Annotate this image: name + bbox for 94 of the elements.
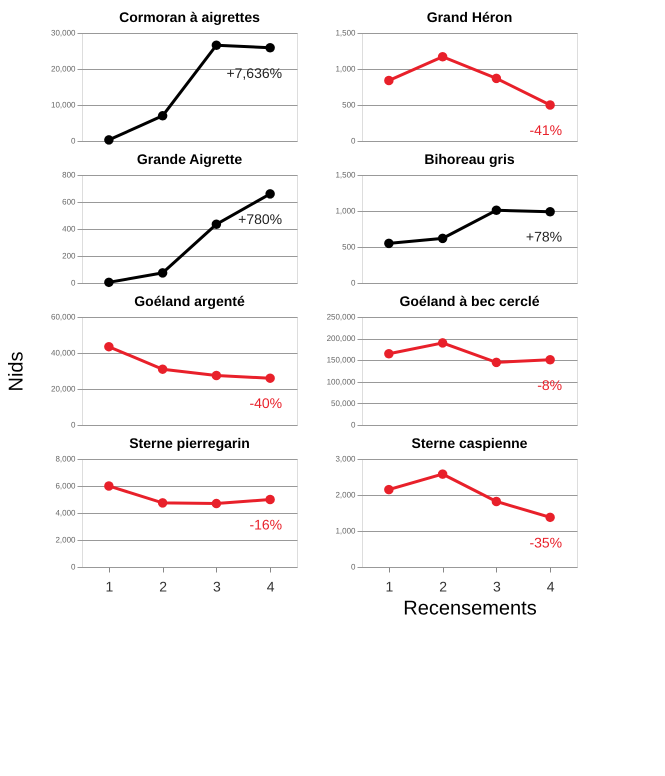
y-tick-label: 200,000 <box>326 334 356 344</box>
y-tick-label: 200 <box>62 252 76 260</box>
x-tick-label: 2 <box>439 578 448 594</box>
chart-title: Sterne pierregarin <box>129 435 250 451</box>
point <box>384 484 394 494</box>
annotation: -16% <box>249 516 282 532</box>
y-tick-label: 60,000 <box>51 312 76 322</box>
y-tick-label: 0 <box>71 562 76 572</box>
point <box>104 278 114 288</box>
y-tick-label: 500 <box>342 100 356 110</box>
y-tick-label: 1,500 <box>335 28 356 38</box>
chart-title: Goéland argenté <box>134 293 245 309</box>
x-tick-label: 3 <box>212 578 221 594</box>
y-tick-label: 250,000 <box>326 312 356 322</box>
y-tick-label: 10,000 <box>51 100 76 110</box>
point <box>492 206 502 216</box>
chart-title: Bihoreau gris <box>424 151 515 167</box>
y-tick-label: 40,000 <box>51 348 76 358</box>
chart-title: Goéland à bec cerclé <box>399 293 540 309</box>
y-tick-label: 8,000 <box>55 454 76 464</box>
point <box>492 496 502 506</box>
chart-title: Sterne caspienne <box>412 435 528 451</box>
y-tick-label: 500 <box>342 242 356 252</box>
point <box>545 355 555 364</box>
y-tick-label: 400 <box>62 224 76 234</box>
y-tick-label: 600 <box>62 198 76 206</box>
annotation: +7,636% <box>226 64 282 81</box>
y-tick-label: 1,000 <box>335 526 356 536</box>
point <box>545 100 555 110</box>
point <box>492 358 502 368</box>
x-tick-label: 2 <box>159 578 168 594</box>
y-tick-label: 0 <box>351 278 356 288</box>
point <box>545 206 555 216</box>
x-axis-title: Recensements <box>403 598 537 620</box>
y-tick-label: 0 <box>71 278 76 288</box>
y-tick-label: 0 <box>71 136 76 146</box>
y-tick-label: 30,000 <box>51 28 76 38</box>
point <box>104 481 114 491</box>
y-tick-label: 1,000 <box>335 64 356 74</box>
x-tick-label: 4 <box>266 578 275 594</box>
point <box>104 342 114 352</box>
chart-title: Cormoran à aigrettes <box>119 9 260 25</box>
point <box>384 238 394 248</box>
y-tick-label: 1,000 <box>335 206 356 216</box>
point <box>265 373 275 383</box>
y-tick-label: 1,500 <box>335 170 356 180</box>
point <box>438 469 448 479</box>
point <box>212 40 222 50</box>
x-tick-label: 1 <box>385 578 394 594</box>
point <box>212 370 222 380</box>
y-tick-label: 0 <box>71 420 76 430</box>
point <box>158 364 168 374</box>
y-tick-label: 800 <box>62 170 76 180</box>
point <box>158 498 168 508</box>
annotation: -41% <box>529 122 562 138</box>
point <box>158 268 168 278</box>
y-tick-label: 3,000 <box>335 454 356 464</box>
y-tick-label: 150,000 <box>326 356 356 365</box>
point <box>438 234 448 244</box>
point <box>492 74 502 84</box>
point <box>158 111 168 121</box>
point <box>212 498 222 508</box>
y-tick-label: 20,000 <box>51 384 76 394</box>
y-tick-label: 6,000 <box>55 482 76 490</box>
point <box>212 220 222 230</box>
point <box>545 512 555 522</box>
y-tick-label: 2,000 <box>55 536 76 544</box>
annotation: -35% <box>529 534 562 550</box>
point <box>265 494 275 504</box>
x-tick-label: 1 <box>105 578 114 594</box>
y-tick-label: 0 <box>351 420 356 430</box>
y-axis-title: Nids <box>6 351 28 392</box>
annotation: +78% <box>526 228 562 245</box>
point <box>384 76 394 86</box>
point <box>265 43 275 52</box>
y-tick-label: 100,000 <box>326 377 356 386</box>
y-tick-label: 0 <box>351 562 356 572</box>
y-tick-label: 20,000 <box>51 64 76 74</box>
y-tick-label: 4,000 <box>55 508 76 518</box>
annotation: -40% <box>249 395 282 412</box>
chart-title: Grande Aigrette <box>136 151 242 167</box>
y-tick-label: 50,000 <box>331 398 356 408</box>
point <box>384 348 394 358</box>
point <box>265 189 275 199</box>
x-tick-label: 3 <box>492 578 501 594</box>
annotation: +780% <box>238 210 282 227</box>
point <box>438 52 448 62</box>
annotation: -8% <box>537 376 562 393</box>
x-tick-label: 4 <box>546 578 555 594</box>
y-tick-label: 2,000 <box>335 490 356 500</box>
chart-title: Grand Héron <box>426 9 512 25</box>
y-tick-label: 0 <box>351 136 356 146</box>
point <box>104 135 114 145</box>
point <box>438 338 448 348</box>
